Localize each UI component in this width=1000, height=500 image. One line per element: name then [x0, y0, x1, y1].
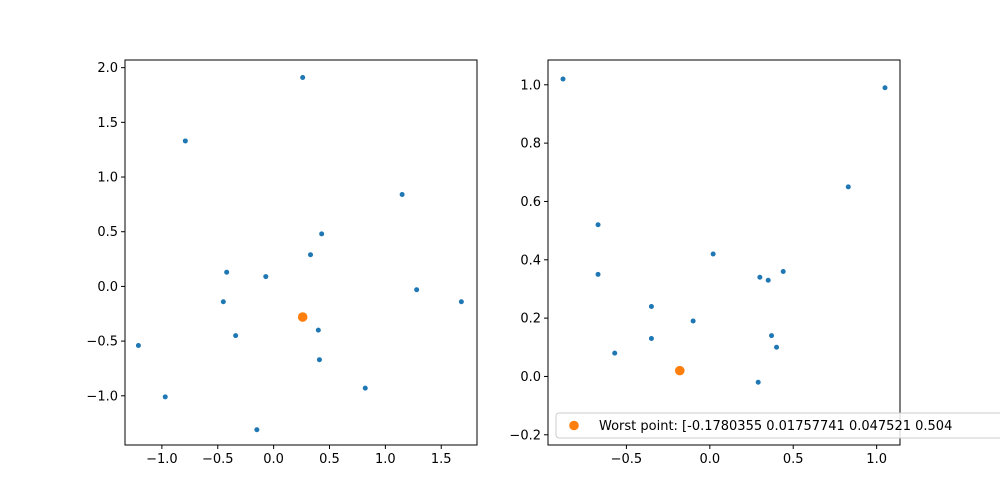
data-point: [882, 85, 888, 91]
left-scatter-plot: −1.0 −0.5 0.0 0.5 1.0 1.5 −1.0 −0.5 0.0 0.5 1.0 1.5…: [86, 59, 478, 467]
data-point: [595, 271, 601, 277]
data-point: [399, 192, 405, 198]
y-tick-label: 1.0: [97, 171, 118, 186]
x-tick-label: 0.5: [783, 452, 804, 467]
data-point: [316, 357, 322, 363]
y-tick-label: 0.0: [520, 370, 541, 385]
data-point: [560, 76, 566, 82]
data-point: [182, 138, 188, 144]
data-point: [690, 318, 696, 324]
x-tick-label: −1.0: [146, 452, 178, 467]
x-tick-label: −0.5: [611, 452, 643, 467]
worst-point-marker: [674, 365, 685, 376]
data-point: [458, 299, 464, 305]
y-tick-label: 0.4: [520, 253, 541, 268]
data-point: [319, 231, 325, 237]
data-point: [845, 184, 851, 190]
data-point: [710, 251, 716, 257]
y-tick-label: 0.8: [520, 137, 541, 152]
y-tick-label: −1.0: [86, 389, 118, 404]
y-tick-label: 0.0: [97, 280, 118, 295]
legend-marker: [569, 420, 579, 431]
x-tick-label: 0.0: [699, 452, 720, 467]
x-tick-label: 0.0: [263, 452, 284, 467]
legend: Worst point: [-0.1780355 0.01757741 0.04…: [555, 412, 1000, 439]
y-tick-label: 0.2: [520, 312, 541, 327]
data-point: [362, 385, 368, 391]
x-tick-label: 1.0: [866, 452, 887, 467]
data-point: [595, 222, 601, 228]
data-point: [757, 274, 763, 280]
data-point: [414, 287, 420, 293]
x-tick-label: 1.5: [431, 452, 452, 467]
data-point: [774, 344, 780, 350]
y-tick-label: −0.2: [509, 428, 541, 443]
data-point: [648, 336, 654, 342]
data-point: [263, 274, 269, 280]
x-tick-label: 0.5: [319, 452, 340, 467]
right-scatter-plot: −0.5 0.0 0.5 1.0 −0.2 0.0 0.2 0.4 0.6 0.8 1.0: [509, 59, 901, 467]
x-tick-label: 1.0: [375, 452, 396, 467]
worst-point-marker: [297, 312, 308, 322]
data-point: [755, 379, 761, 385]
data-point: [300, 75, 306, 80]
y-tick-label: 1.0: [520, 78, 541, 93]
y-tick-label: −0.5: [86, 335, 118, 350]
legend-box: [555, 412, 1000, 439]
y-tick-label: 1.5: [97, 116, 118, 131]
data-point: [315, 327, 321, 333]
data-point: [220, 299, 226, 305]
y-tick-label: 0.5: [97, 225, 118, 240]
data-point: [612, 350, 618, 356]
data-point: [162, 394, 168, 400]
data-point: [769, 333, 775, 339]
axes-frame: [124, 59, 478, 446]
legend-label: Worst point: [-0.1780355 0.01757741 0.04…: [599, 419, 952, 434]
data-point: [233, 333, 239, 339]
x-tick-label: −0.5: [202, 452, 234, 467]
data-point: [780, 268, 786, 274]
data-point: [307, 252, 313, 258]
data-point: [254, 427, 260, 433]
data-point: [648, 303, 654, 309]
data-point: [765, 277, 771, 283]
data-point: [224, 269, 230, 275]
y-tick-label: 0.6: [520, 195, 541, 210]
y-tick-label: 2.0: [97, 61, 118, 76]
axes-frame: [547, 59, 901, 446]
data-point: [135, 342, 141, 348]
